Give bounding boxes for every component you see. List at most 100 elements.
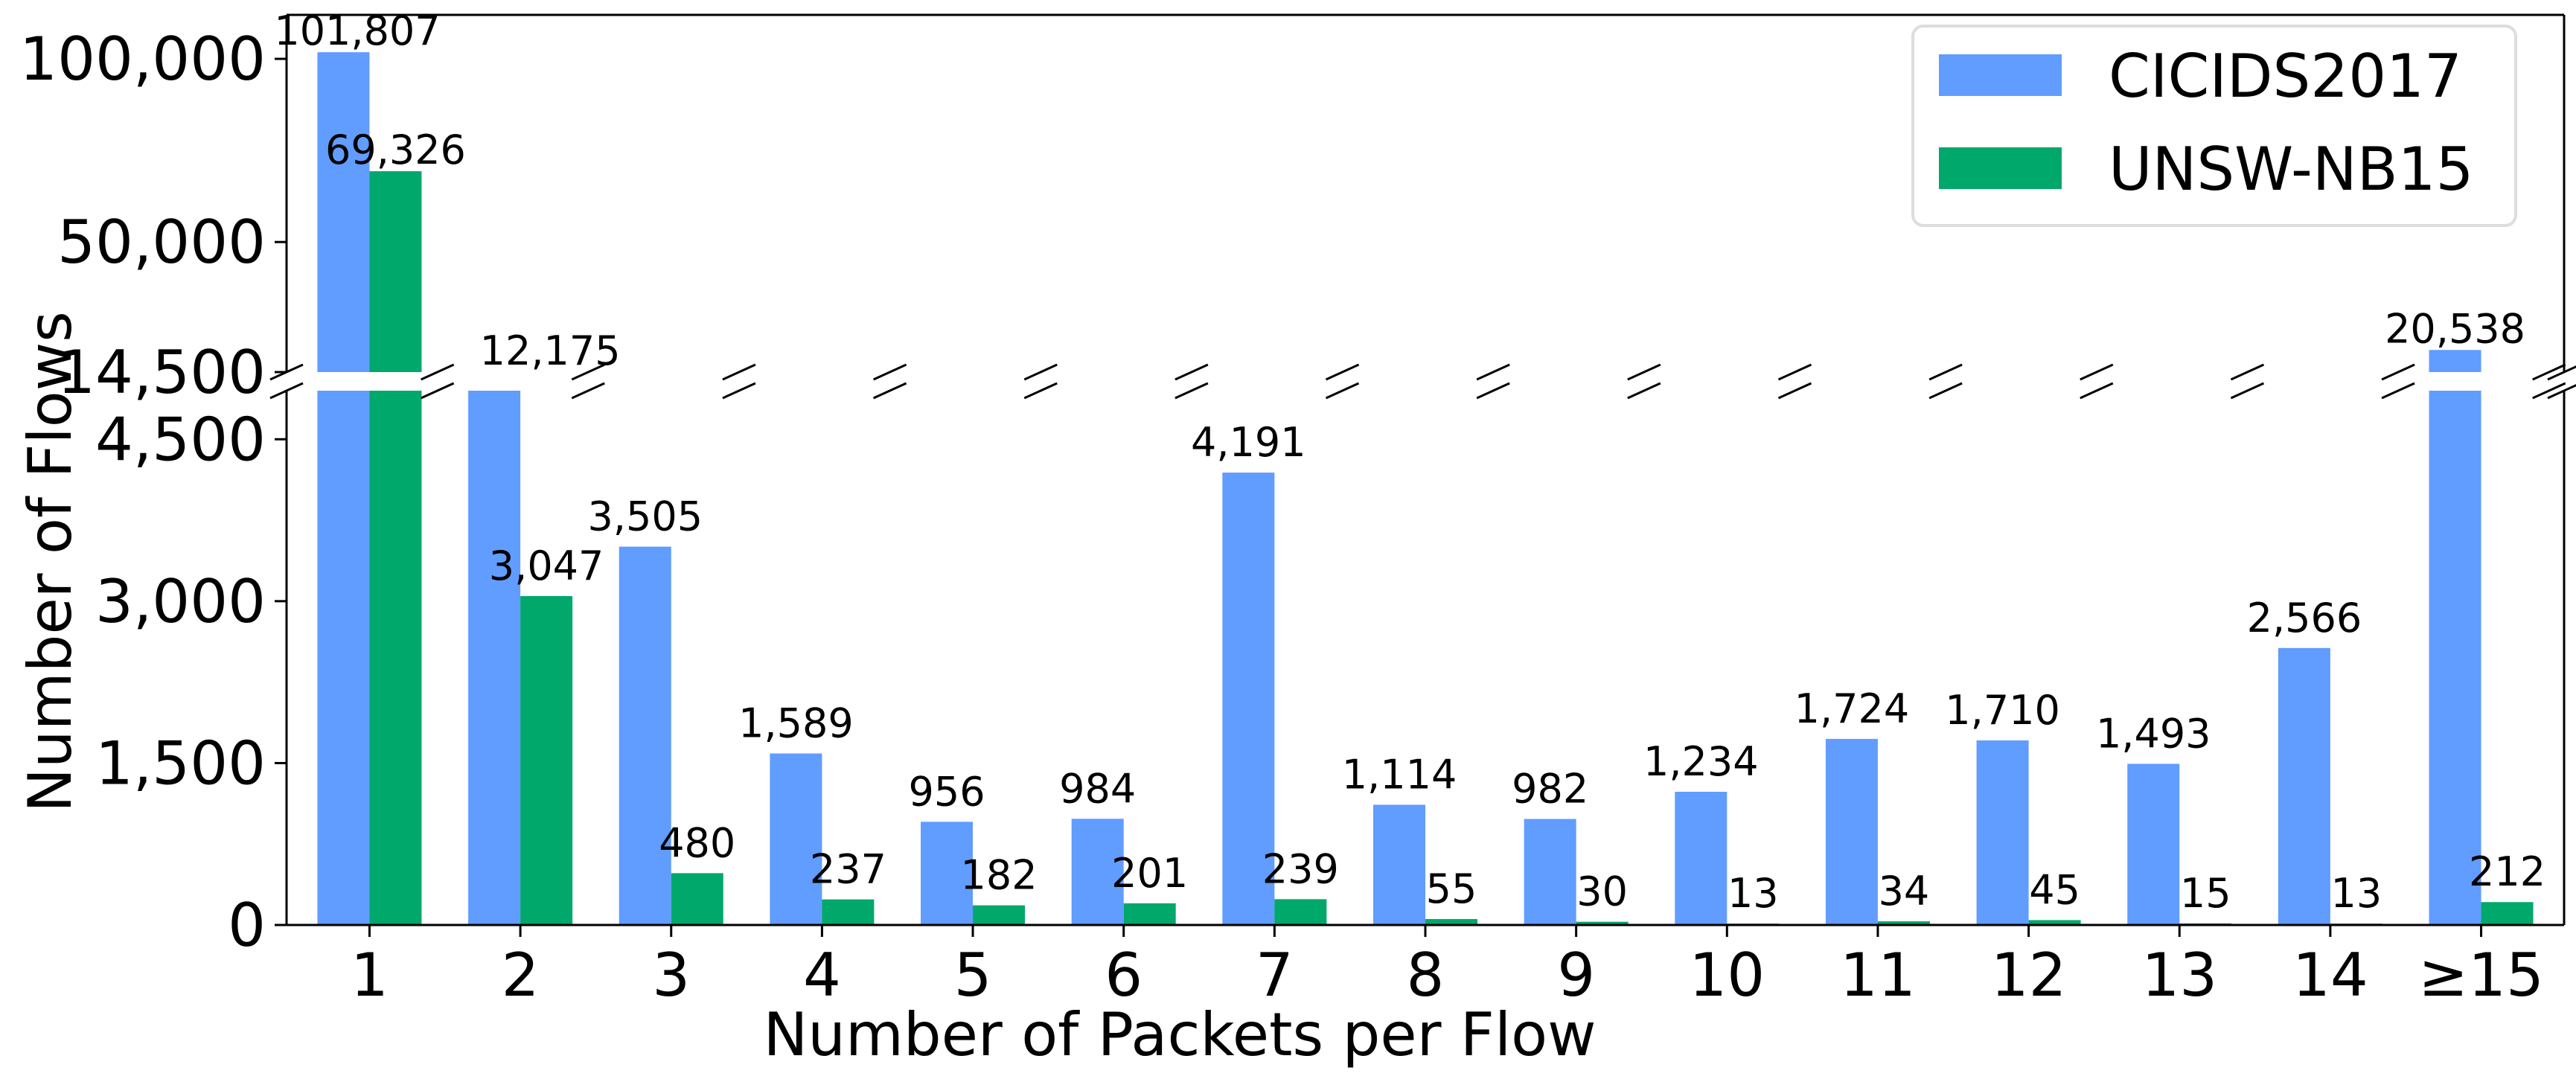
y-tick-label: 3,000 [95,567,266,636]
y-tick-label: 100,000 [19,25,266,94]
axis-break-mark [2080,382,2114,400]
cicids2017-bar-2 [468,391,521,925]
unsw-nb15-bar-1 [369,391,422,925]
axis-break-mark [1627,363,1661,381]
cicids2017-value-label-11: 1,724 [1794,685,1910,732]
cicids2017-bar-15-upper [2429,350,2481,372]
axis-break-mark [1174,382,1209,400]
cicids2017-value-label-13: 1,493 [2096,710,2211,757]
axis-break-mark [722,363,756,381]
cicids2017-value-label-14: 2,566 [2247,595,2362,641]
legend-label-cicids2017: CICIDS2017 [2109,42,2462,111]
cicids2017-value-label-6: 984 [1059,765,1136,812]
y-tick-label: 50,000 [57,208,266,277]
x-tick-label: 2 [502,941,540,1010]
cicids2017-bar-5 [921,822,974,925]
x-tick-label: 6 [1105,941,1142,1010]
legend-swatch-unsw-nb15 [1939,147,2062,189]
axis-break-mark [1023,363,1058,381]
x-tick-label: 10 [1689,941,1765,1010]
cicids2017-value-label-5: 956 [909,768,985,815]
axis-break-mark [2230,382,2265,400]
unsw-nb15-value-label-3: 480 [659,819,735,866]
unsw-nb15-value-label-15: 212 [2469,848,2545,895]
x-tick-label: 11 [1840,941,1916,1010]
axis-break-mark [1928,382,1963,400]
legend-swatch-cicids2017 [1939,54,2062,96]
axis-break-mark [1023,382,1058,400]
legend-label-unsw-nb15: UNSW-NB15 [2109,135,2473,204]
x-tick-label: 4 [803,941,841,1010]
axis-break-mark [2080,363,2114,381]
axis-break-mark [872,382,907,400]
cicids2017-value-label-15: 20,538 [2385,305,2525,352]
x-tick-label: 3 [652,941,690,1010]
cicids2017-bar-10 [1675,792,1728,925]
cicids2017-value-label-12: 1,710 [1945,687,2060,734]
axis-break-mark [1325,363,1360,381]
unsw-nb15-value-label-8: 55 [1426,865,1477,912]
cicids2017-bar-14 [2278,647,2330,925]
axis-break-mark [2532,382,2566,400]
y-tick-label: 14,500 [57,338,266,407]
cicids2017-bar-7 [1222,473,1275,925]
x-axis-title: Number of Packets per Flow [763,1000,1596,1069]
unsw-nb15-value-label-5: 182 [961,852,1038,899]
unsw-nb15-bar-1-upper [369,171,422,372]
legend: CICIDS2017 UNSW-NB15 [1911,25,2517,227]
unsw-nb15-bar-3 [671,873,723,925]
axis-break-mark [1777,382,1812,400]
y-tick-label: 0 [228,891,266,960]
x-tick-label: 9 [1557,941,1595,1010]
cicids2017-bar-1-upper [317,52,370,373]
unsw-nb15-bar-8 [1425,919,1477,925]
x-tick-label: 14 [2292,941,2368,1010]
data-labels-layer: 101,807 12,175 3,505 1,589 956 984 4,191 1,114 9… [274,7,2545,917]
axis-break-mark [1476,363,1510,381]
x-tick-label: ≥15 [2418,941,2544,1010]
cicids2017-value-label-1: 101,807 [274,7,440,54]
axis-break-mark [722,382,756,400]
unsw-nb15-bar-7 [1274,899,1327,925]
x-tick-label: 7 [1256,941,1294,1010]
cicids2017-bar-4 [770,753,822,925]
axis-break-mark [1928,363,1963,381]
unsw-nb15-value-label-4: 237 [810,846,886,893]
y-tick-label: 4,500 [95,405,266,474]
unsw-nb15-bar-6 [1123,903,1176,925]
cicids2017-bar-8 [1373,804,1425,925]
cicids2017-value-label-8: 1,114 [1342,751,1457,798]
x-tick-label: 1 [351,941,389,1010]
axis-break-mark [1325,382,1360,400]
axis-break-mark [872,363,907,381]
axis-break-mark [2381,382,2415,400]
cicids2017-bar-13 [2127,764,2180,925]
axis-break-mark [2547,384,2576,400]
axis-break-mark [269,382,304,400]
axis-break-mark [1627,382,1661,400]
unsw-nb15-value-label-14: 13 [2331,870,2382,917]
axis-break-mark [1777,363,1812,381]
x-tick-label: 8 [1407,941,1445,1010]
y-tick-label: 1,500 [95,729,266,798]
unsw-nb15-bar-2 [520,596,573,925]
unsw-nb15-bar-11 [1877,921,1930,925]
axis-break-mark [571,382,605,400]
unsw-nb15-value-label-2: 3,047 [489,542,604,589]
unsw-nb15-bar-9 [1576,921,1629,925]
x-tick-label: 13 [2141,941,2217,1010]
axis-break-mark [2381,363,2415,381]
cicids2017-bar-3 [619,546,671,925]
unsw-nb15-value-label-11: 34 [1879,868,1930,915]
cicids2017-value-label-10: 1,234 [1643,738,1759,785]
cicids2017-bar-1 [317,391,370,925]
x-tick-label: 5 [954,941,992,1010]
axis-break-mark [2532,363,2566,381]
x-tick-label: 12 [1991,941,2067,1010]
unsw-nb15-value-label-13: 15 [2180,870,2231,917]
cicids2017-bar-6 [1071,819,1124,925]
cicids2017-value-label-3: 3,505 [587,493,703,540]
axis-break-mark [1476,382,1510,400]
unsw-nb15-bar-15 [2481,902,2534,925]
